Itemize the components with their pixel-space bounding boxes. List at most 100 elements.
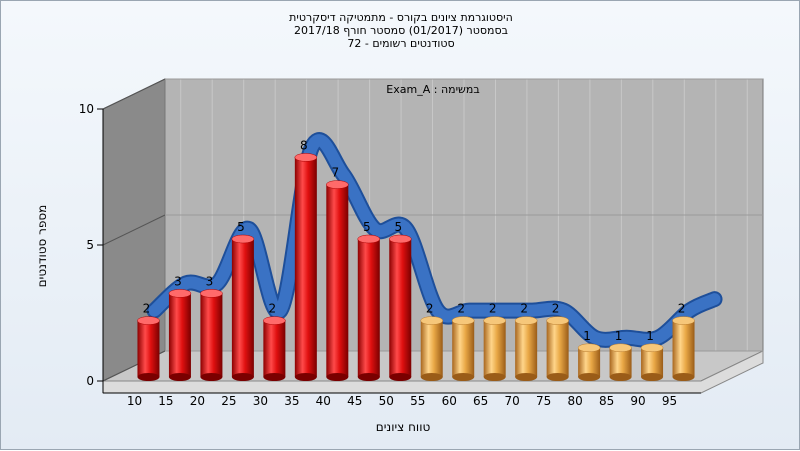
- bar-base: [641, 373, 664, 381]
- y-tick-label: 5: [86, 238, 94, 252]
- bar-base: [200, 373, 223, 381]
- bar: [515, 320, 538, 377]
- x-tick-label: 95: [662, 394, 677, 408]
- bar-cap: [357, 234, 381, 244]
- data-label: 1: [615, 329, 623, 343]
- bar-cap: [514, 316, 538, 325]
- bar: [326, 184, 349, 377]
- bar-cap: [546, 316, 569, 325]
- chart-titles: היסטוגרמת ציונים בקורס - מתמטיקה דיסקרטי…: [1, 11, 800, 50]
- bar-base: [452, 373, 475, 381]
- x-tick-label: 70: [505, 394, 520, 408]
- bar-cap: [326, 180, 349, 189]
- x-tick-label: 30: [253, 394, 268, 408]
- bar: [452, 320, 475, 377]
- x-tick-label: 20: [190, 394, 205, 408]
- chart-subtitle-semester: בסמסטר (01/2017) סמסטר חורף 2017/18: [294, 24, 508, 37]
- bar-cap: [640, 343, 664, 353]
- data-label: 2: [269, 302, 277, 316]
- bar-base: [168, 373, 191, 381]
- x-tick-label: 45: [347, 394, 362, 408]
- trend-curve: [148, 134, 721, 346]
- data-label: 8: [300, 138, 308, 152]
- data-label: 2: [678, 302, 686, 316]
- data-label: 7: [331, 166, 339, 180]
- bar-base: [137, 373, 160, 381]
- data-label: 2: [489, 302, 497, 316]
- x-tick-label: 40: [316, 394, 331, 408]
- chart-subtitle-students: סטודנטים רשומים - 72: [347, 37, 455, 50]
- bar-base: [420, 373, 443, 381]
- data-label: 5: [363, 220, 371, 234]
- bar-cap: [200, 289, 223, 298]
- y-tick-label: 0: [86, 374, 94, 388]
- bar-cap: [483, 316, 506, 325]
- grid-line-horizontal-wall: [102, 214, 166, 246]
- bar-base: [389, 373, 412, 381]
- bar: [168, 293, 191, 377]
- x-tick-label: 90: [630, 394, 645, 408]
- x-tick-label: 60: [442, 394, 457, 408]
- data-label: 2: [143, 302, 151, 316]
- x-tick-label: 55: [410, 394, 425, 408]
- bar: [483, 320, 506, 377]
- bar-cap: [577, 343, 601, 353]
- bar-base: [483, 373, 506, 381]
- data-label: 3: [174, 274, 182, 288]
- bar: [357, 239, 380, 377]
- y-axis-title: מספר סטודנטים: [35, 205, 49, 288]
- bar-base: [357, 373, 380, 381]
- bar-base: [609, 373, 632, 381]
- bar: [420, 320, 443, 377]
- bar-base: [294, 373, 317, 381]
- bar: [672, 320, 695, 377]
- x-tick-label: 25: [221, 394, 236, 408]
- bar: [200, 293, 223, 377]
- bar: [137, 320, 160, 377]
- bar-cap: [609, 343, 632, 353]
- grid-line-horizontal-wall: [102, 78, 166, 110]
- bar-base: [515, 373, 538, 381]
- bar-cap: [231, 234, 255, 244]
- bar-cap: [263, 316, 286, 325]
- bar-cap: [672, 316, 695, 325]
- x-tick-label: 35: [284, 394, 299, 408]
- bar: [609, 347, 632, 377]
- data-label: 5: [237, 220, 245, 234]
- bar-base: [263, 373, 286, 381]
- bar-cap: [294, 153, 318, 162]
- data-label: 2: [520, 302, 528, 316]
- x-tick-label: 80: [567, 394, 582, 408]
- x-tick-label: 50: [379, 394, 394, 408]
- bar-cap: [137, 316, 160, 325]
- bar-cap: [420, 316, 443, 325]
- data-label: 2: [426, 302, 434, 316]
- bar: [546, 320, 569, 377]
- bar-cap: [389, 234, 412, 244]
- x-tick-label: 65: [473, 394, 488, 408]
- bar-base: [546, 373, 569, 381]
- data-label: 1: [583, 329, 591, 343]
- data-label: 5: [394, 220, 402, 234]
- bar-base: [326, 373, 349, 381]
- bar: [389, 239, 412, 377]
- data-label: 2: [552, 302, 560, 316]
- bar-base: [231, 373, 254, 381]
- bar-cap: [451, 316, 475, 325]
- x-tick-label: 75: [536, 394, 551, 408]
- bar-base: [578, 373, 601, 381]
- x-tick-label: 10: [127, 394, 142, 408]
- x-tick-label: 85: [599, 394, 614, 408]
- bar: [231, 239, 254, 377]
- data-label: 1: [646, 329, 654, 343]
- y-tick-label: 10: [79, 102, 94, 116]
- data-label: 2: [457, 302, 465, 316]
- bar: [294, 157, 317, 377]
- bar: [263, 320, 286, 377]
- data-label: 3: [206, 274, 214, 288]
- x-axis-title: טווח ציונים: [376, 420, 431, 434]
- bar-base: [672, 373, 695, 381]
- bar: [578, 347, 601, 377]
